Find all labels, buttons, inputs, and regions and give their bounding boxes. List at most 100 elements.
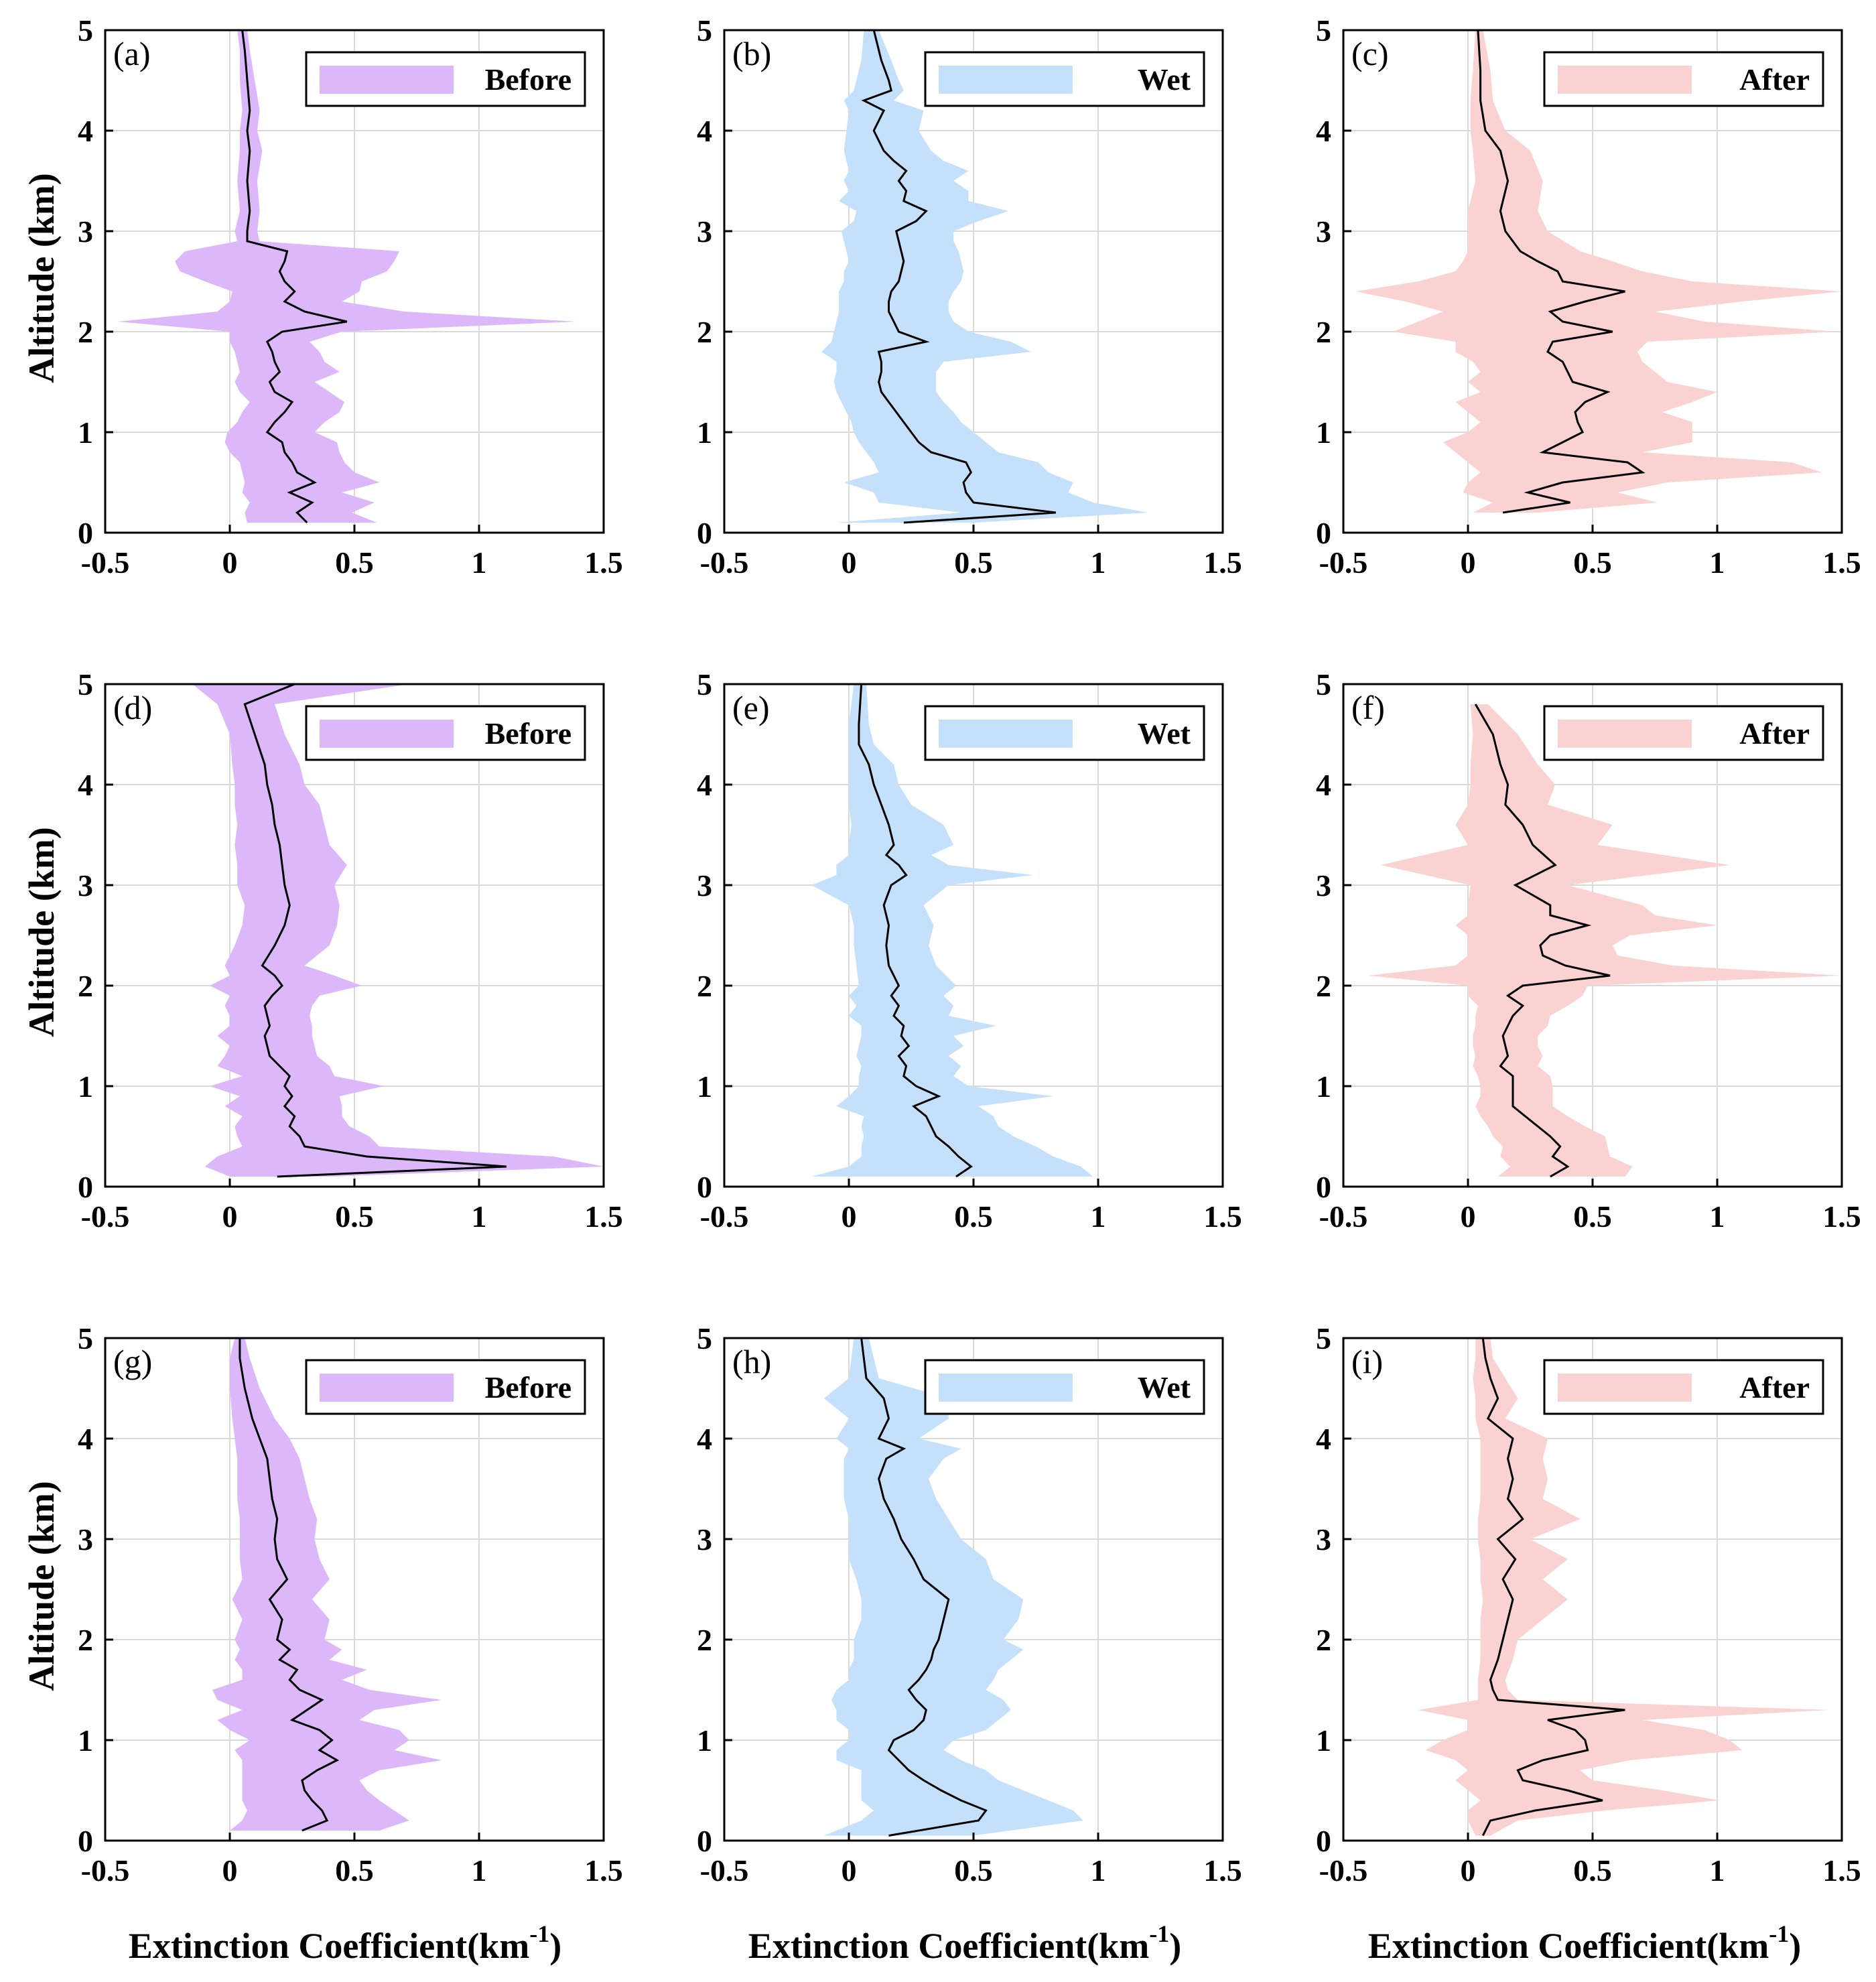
panel-label: (e) (732, 689, 770, 726)
x-tick-label: 1 (1091, 1853, 1106, 1888)
xlabel-col-3: Extinction Coefficient(km-1) (1368, 1920, 1801, 1966)
y-tick-label: 2 (697, 315, 712, 349)
mean-line (860, 1338, 988, 1837)
legend: Wet (924, 705, 1205, 761)
y-tick-label: 5 (697, 1321, 712, 1356)
legend-swatch (1558, 66, 1692, 94)
legend-label: Wet (1138, 62, 1191, 96)
legend: Before (305, 705, 586, 761)
y-tick-label: 4 (78, 768, 93, 802)
mean-line (243, 684, 507, 1178)
x-tick-label: 0.5 (335, 1199, 374, 1234)
range-band (212, 1338, 442, 1831)
x-tick-label: 0.5 (1573, 1199, 1612, 1234)
y-tick-label: 4 (697, 114, 712, 148)
legend: Wet (924, 51, 1205, 107)
y-tick-label: 4 (1316, 1422, 1331, 1456)
y-tick-label: 5 (1316, 667, 1331, 702)
y-tick-label: 2 (78, 315, 93, 349)
legend-swatch (939, 1374, 1073, 1402)
x-tick-label: 0.5 (954, 1853, 993, 1888)
legend-label: After (1739, 1370, 1810, 1404)
mean-line (861, 30, 1056, 524)
range-band (823, 1338, 1083, 1836)
x-tick-label: 1 (472, 545, 487, 580)
y-tick-label: 1 (78, 415, 93, 450)
y-tick-label: 2 (78, 1623, 93, 1657)
y-tick-label: 2 (78, 969, 93, 1003)
panel-label: (g) (113, 1343, 152, 1380)
legend-label: Wet (1138, 716, 1191, 750)
y-tick-label: 1 (697, 415, 712, 450)
x-tick-label: 1 (472, 1199, 487, 1234)
legend-swatch (939, 720, 1073, 748)
x-tick-label: 1.5 (1203, 1199, 1242, 1234)
x-tick-label: -0.5 (81, 545, 130, 580)
xlabel-col-2: Extinction Coefficient(km-1) (748, 1920, 1181, 1966)
y-tick-label: 0 (1316, 1824, 1331, 1858)
ylabel-row-1: Altitude (km) (21, 173, 62, 383)
xlabel-col-1: Extinction Coefficient(km-1) (129, 1920, 561, 1966)
ylabel-row-2: Altitude (km) (21, 827, 62, 1037)
legend: Wet (924, 1359, 1205, 1415)
y-tick-label: 5 (78, 1321, 93, 1356)
y-tick-label: 0 (78, 516, 93, 550)
x-tick-label: 0.5 (335, 1853, 374, 1888)
x-tick-label: 0.5 (1573, 545, 1612, 580)
y-tick-label: 0 (78, 1170, 93, 1204)
mean-line (239, 1338, 340, 1832)
x-tick-label: 0.5 (954, 1199, 993, 1234)
y-tick-label: 4 (697, 1422, 712, 1456)
ylabel-row-3: Altitude (km) (21, 1481, 62, 1691)
legend-swatch (1558, 1374, 1692, 1402)
y-tick-label: 3 (1316, 1522, 1331, 1557)
range-band (1418, 1338, 1830, 1836)
x-tick-label: -0.5 (1319, 545, 1368, 580)
y-tick-label: 3 (78, 1522, 93, 1557)
x-tick-label: 1 (472, 1853, 487, 1888)
x-tick-label: 1 (1710, 1853, 1725, 1888)
mean-line (241, 30, 348, 524)
panel-label: (i) (1351, 1343, 1383, 1380)
x-tick-label: -0.5 (81, 1199, 130, 1234)
y-tick-label: 4 (78, 1422, 93, 1456)
x-tick-label: 0 (222, 545, 238, 580)
x-tick-label: 1.5 (584, 545, 623, 580)
x-tick-label: 1 (1710, 1199, 1725, 1234)
x-tick-label: 1 (1091, 1199, 1106, 1234)
y-tick-label: 3 (1316, 214, 1331, 249)
y-tick-label: 2 (697, 969, 712, 1003)
range-band (1355, 30, 1842, 513)
panel-label: (h) (732, 1343, 771, 1380)
y-tick-label: 5 (1316, 1321, 1331, 1356)
legend-swatch (320, 66, 454, 94)
range-band (117, 30, 577, 523)
y-tick-label: 4 (1316, 768, 1331, 802)
x-tick-label: 1.5 (1822, 545, 1861, 580)
y-tick-label: 1 (1316, 1069, 1331, 1104)
col-xlabels: Extinction Coefficient(km-1) Extinction … (129, 1920, 1801, 1966)
x-tick-label: 0 (1461, 1199, 1476, 1234)
x-tick-label: -0.5 (1319, 1853, 1368, 1888)
y-tick-label: 3 (78, 868, 93, 903)
panel-label: (d) (113, 689, 152, 726)
x-tick-label: 1 (1710, 545, 1725, 580)
x-tick-label: 0 (842, 545, 857, 580)
mean-line (1477, 30, 1646, 514)
y-tick-label: 3 (697, 214, 712, 249)
y-tick-label: 1 (78, 1723, 93, 1758)
legend-label: After (1739, 62, 1810, 96)
legend-label: Before (485, 716, 572, 750)
legend-swatch (1558, 720, 1692, 748)
legend: After (1543, 51, 1824, 107)
row-ylabels: Altitude (km) Altitude (km) Altitude (km… (21, 173, 62, 1691)
x-tick-label: -0.5 (700, 1853, 749, 1888)
